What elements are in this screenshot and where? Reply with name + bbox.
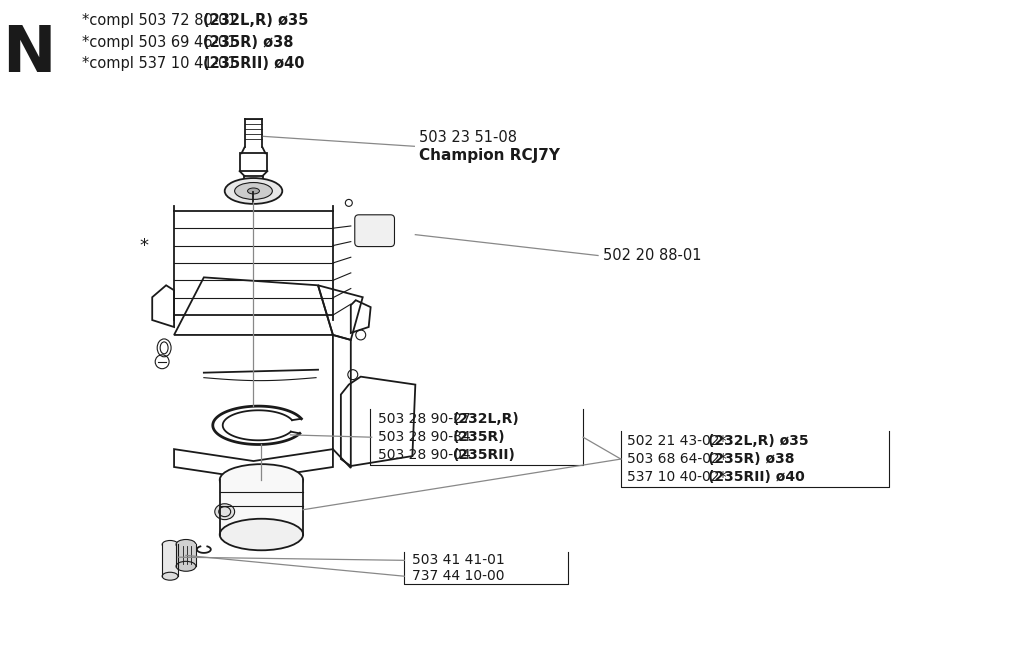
Ellipse shape: [176, 561, 196, 571]
FancyBboxPatch shape: [354, 215, 394, 246]
Text: 503 41 41-01: 503 41 41-01: [413, 553, 505, 567]
Text: (235RII) ø40: (235RII) ø40: [709, 470, 805, 484]
Text: 737 44 10-00: 737 44 10-00: [413, 569, 505, 583]
Text: Champion RCJ7Y: Champion RCJ7Y: [419, 148, 560, 163]
Text: (235RII): (235RII): [454, 448, 516, 462]
Text: 503 28 90-34: 503 28 90-34: [378, 430, 474, 444]
Text: (232L,R): (232L,R): [454, 413, 520, 426]
Text: *: *: [139, 236, 148, 255]
Ellipse shape: [162, 572, 178, 580]
Text: (232L,R) ø35: (232L,R) ø35: [709, 434, 809, 448]
Ellipse shape: [157, 339, 171, 357]
Ellipse shape: [176, 540, 196, 550]
Text: *compl 537 10 41-01: *compl 537 10 41-01: [82, 56, 241, 71]
Text: 503 28 90-04: 503 28 90-04: [378, 448, 474, 462]
Text: 537 10 40-02*: 537 10 40-02*: [627, 470, 731, 484]
Ellipse shape: [248, 188, 259, 194]
Ellipse shape: [162, 540, 178, 548]
Bar: [244, 176, 263, 192]
Text: 503 68 64-02*: 503 68 64-02*: [627, 452, 731, 466]
Ellipse shape: [220, 464, 303, 496]
Text: (235R): (235R): [454, 430, 506, 444]
Ellipse shape: [220, 519, 303, 550]
Text: 503 23 51-08: 503 23 51-08: [419, 130, 517, 145]
Text: (235RII) ø40: (235RII) ø40: [203, 56, 304, 71]
Text: (232L,R) ø35: (232L,R) ø35: [203, 12, 308, 28]
Text: 502 21 43-02*: 502 21 43-02*: [627, 434, 731, 448]
Text: 503 28 90-27: 503 28 90-27: [378, 413, 474, 426]
Text: *compl 503 69 46-01: *compl 503 69 46-01: [82, 35, 241, 50]
Bar: [176, 544, 196, 567]
Text: (235R) ø38: (235R) ø38: [203, 35, 293, 50]
Text: *compl 503 72 80-01: *compl 503 72 80-01: [82, 12, 242, 28]
Bar: [162, 544, 178, 576]
Ellipse shape: [234, 183, 272, 199]
Text: (235R) ø38: (235R) ø38: [709, 452, 795, 466]
Bar: [220, 480, 303, 534]
Ellipse shape: [215, 504, 234, 519]
Text: 502 20 88-01: 502 20 88-01: [603, 248, 701, 263]
Text: N: N: [2, 23, 56, 85]
Bar: [240, 153, 267, 171]
Ellipse shape: [224, 178, 283, 204]
